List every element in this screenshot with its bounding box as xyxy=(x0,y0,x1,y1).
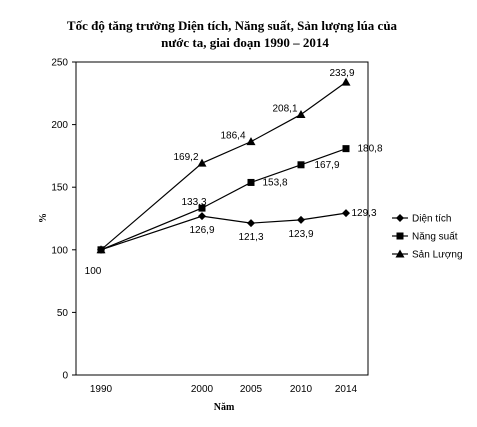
x-axis-title: Năm xyxy=(214,402,235,413)
series-3-point xyxy=(341,77,351,86)
series-1-point xyxy=(342,209,350,218)
series-3-point xyxy=(246,137,256,146)
chart-title-line-1: Tốc độ tăng trưởng Diện tích, Năng suất,… xyxy=(67,18,398,33)
y-tick-label: 250 xyxy=(51,58,68,69)
series-3-point xyxy=(296,109,306,118)
plot-area: 0 50 100 150 200 250 1990 2000 2005 2010 2014 100 12… xyxy=(51,58,383,396)
x-tick-label: 2014 xyxy=(335,384,358,395)
y-axis-title: % xyxy=(38,213,49,223)
plot-frame xyxy=(75,61,369,376)
data-label: 121,3 xyxy=(238,232,263,243)
legend-label-3: Sản Lượng xyxy=(412,250,463,261)
data-label: 167,9 xyxy=(314,160,339,171)
data-label: 208,1 xyxy=(272,103,297,114)
chart-title-line-2: nước ta, giai đoạn 1990 – 2014 xyxy=(161,35,329,50)
y-tick-label: 200 xyxy=(51,120,68,131)
legend-marker-2 xyxy=(396,232,404,240)
data-label: 186,4 xyxy=(220,131,245,142)
y-tick-label: 150 xyxy=(51,183,68,194)
data-label: 153,8 xyxy=(262,177,287,188)
series-2-point xyxy=(342,145,350,153)
data-label: 233,9 xyxy=(329,68,354,79)
data-label: 180,8 xyxy=(357,144,382,155)
series-3-point xyxy=(197,158,207,167)
legend-marker-1 xyxy=(396,214,404,222)
legend: Diện tích Năng suất Sản Lượng xyxy=(392,214,463,261)
series-1-point xyxy=(198,212,206,221)
legend-label-2: Năng suất xyxy=(412,231,458,243)
series-1-point xyxy=(297,215,305,224)
legend-label-1: Diện tích xyxy=(412,214,451,225)
data-label-start: 100 xyxy=(85,266,102,277)
series-3-point xyxy=(96,245,106,254)
x-tick-label: 1990 xyxy=(90,384,113,395)
y-tick-label: 50 xyxy=(57,308,69,319)
series-2-point xyxy=(198,204,206,212)
y-tick-label: 0 xyxy=(62,371,68,382)
x-tick-label: 2000 xyxy=(191,384,214,395)
series-2-point xyxy=(297,161,305,169)
series-2-point xyxy=(247,178,255,186)
data-label: 123,9 xyxy=(288,229,313,240)
y-tick-label: 100 xyxy=(51,245,68,256)
data-label: 126,9 xyxy=(189,225,214,236)
data-label: 129,3 xyxy=(351,208,376,219)
data-label: 133,3 xyxy=(181,197,206,208)
legend-marker-3 xyxy=(395,249,405,258)
data-label: 169,2 xyxy=(173,152,198,163)
x-tick-label: 2005 xyxy=(240,384,263,395)
series-1-point xyxy=(247,219,255,228)
x-tick-label: 2010 xyxy=(290,384,313,395)
